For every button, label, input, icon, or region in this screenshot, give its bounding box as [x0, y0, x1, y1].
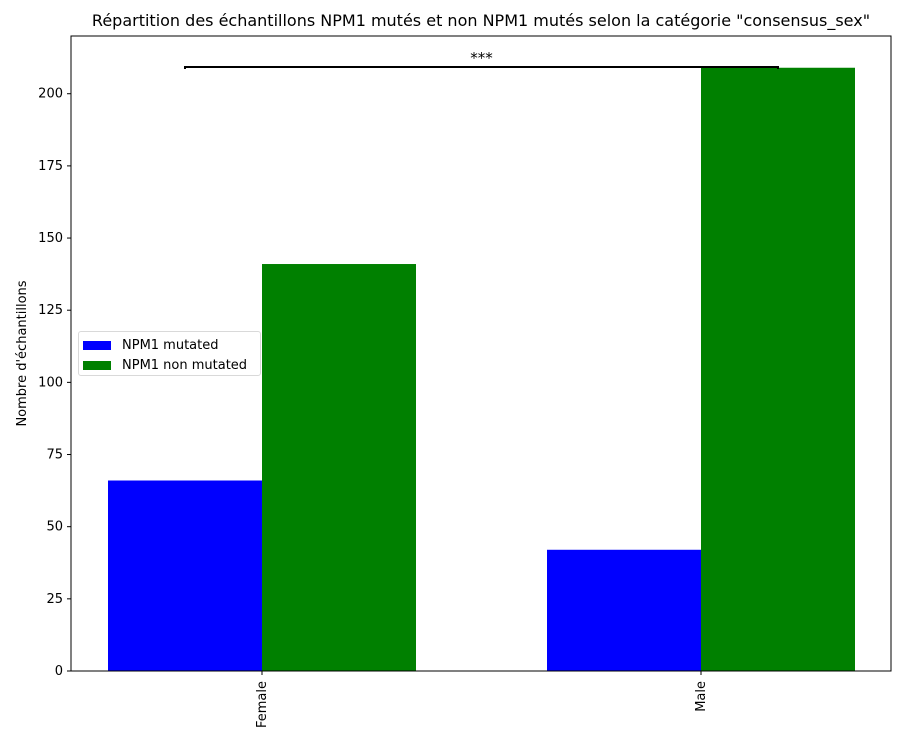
y-tick-label: 50: [46, 520, 63, 535]
legend-label-npm1-mutated: NPM1 mutated: [122, 338, 219, 353]
plot-frame: [70, 35, 892, 672]
legend-item-npm1-non-mutated: NPM1 non mutated: [83, 358, 247, 373]
significance-bracket: [184, 66, 779, 69]
annotation-layer: ***: [184, 49, 779, 69]
y-tick-label: 125: [38, 303, 63, 318]
y-tick-label: 0: [55, 664, 63, 679]
legend: NPM1 mutated NPM1 non mutated: [78, 331, 261, 376]
significance-label: ***: [470, 49, 493, 67]
chart-title: Répartition des échantillons NPM1 mutés …: [91, 11, 871, 30]
bar-npm1-mutated-female: [108, 480, 262, 671]
y-tick-label: 200: [38, 87, 63, 102]
x-tick-label-male: Male: [694, 681, 709, 712]
x-tick-label-female: Female: [255, 681, 270, 728]
y-tick-label: 150: [38, 231, 63, 246]
legend-swatch-npm1-non-mutated: [83, 361, 111, 370]
y-axis-label: Nombre d'échantillons: [15, 280, 30, 426]
bar-npm1-non-mutated-male: [701, 67, 855, 671]
bar-npm1-non-mutated-female: [262, 264, 416, 671]
bar-npm1-mutated-male: [547, 549, 701, 671]
axes-layer: 0 25 50 75 100 125 150 175 200 Female Male Nombre d…: [15, 35, 892, 728]
bars-layer: [108, 67, 855, 671]
legend-label-npm1-non-mutated: NPM1 non mutated: [122, 358, 248, 373]
y-tick-label: 25: [46, 592, 63, 607]
legend-item-npm1-mutated: NPM1 mutated: [83, 338, 219, 353]
y-tick-label: 100: [38, 375, 63, 390]
y-tick-label: 175: [38, 159, 63, 174]
legend-swatch-npm1-mutated: [83, 341, 111, 350]
y-tick-label: 75: [46, 448, 63, 463]
